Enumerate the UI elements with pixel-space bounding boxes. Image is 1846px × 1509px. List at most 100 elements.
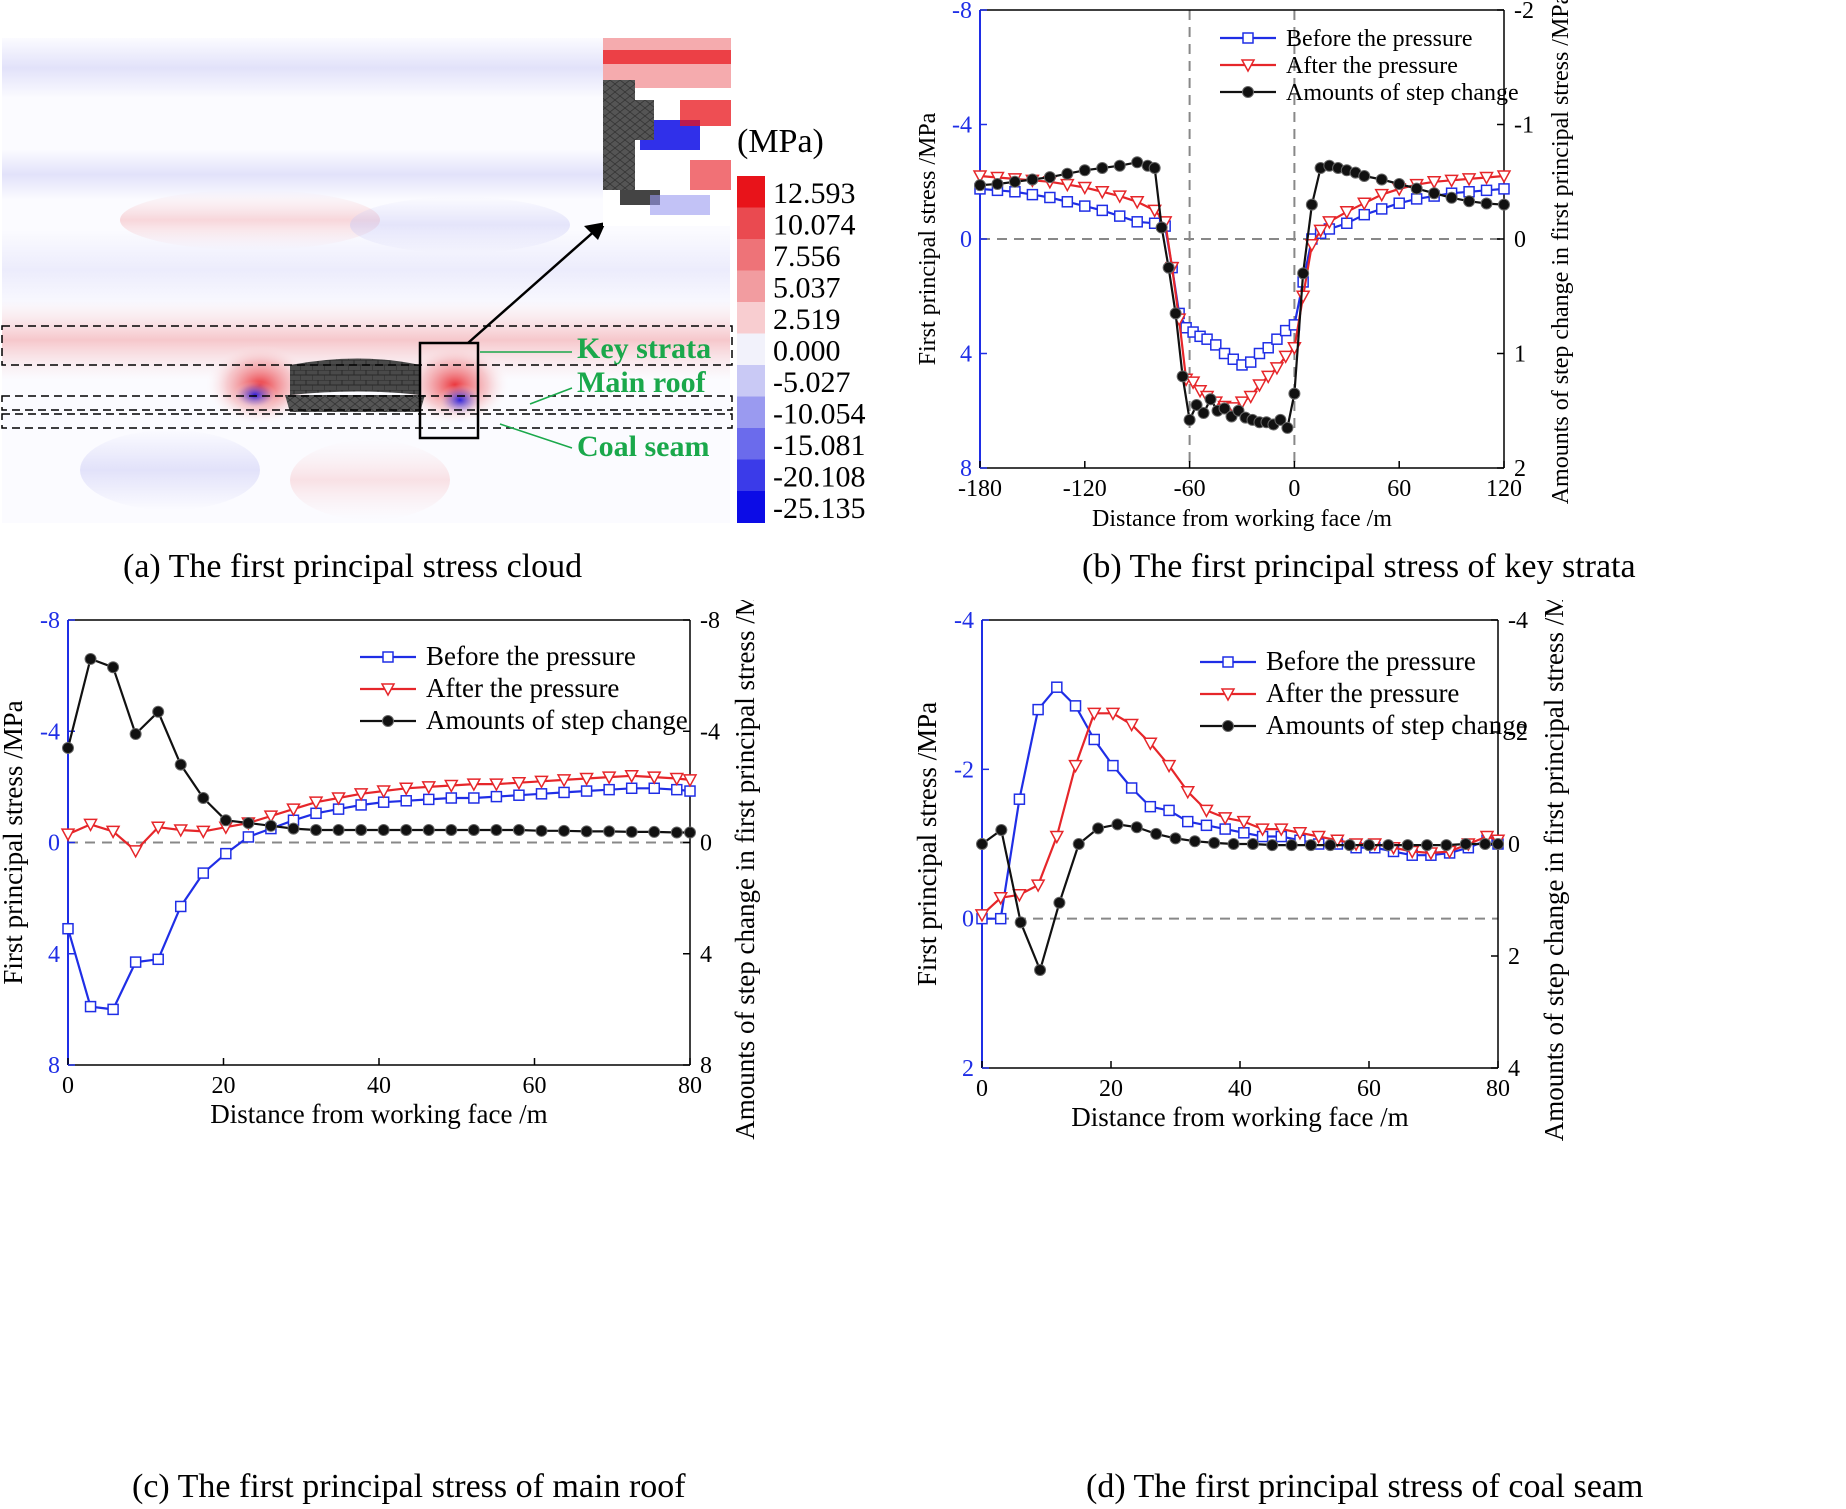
triangle-marker (1278, 350, 1293, 364)
circle-marker (684, 826, 696, 839)
circle-marker (1480, 197, 1493, 210)
square-marker (535, 788, 548, 800)
square-marker (1410, 193, 1423, 205)
triangle-marker (1147, 204, 1162, 218)
x-tick-label: -120 (1063, 476, 1107, 502)
circle-marker (1288, 387, 1301, 400)
circle-marker (1375, 173, 1388, 186)
legend-label: After the pressure (1286, 53, 1458, 79)
triangle-marker (534, 775, 549, 789)
x-tick-label: 20 (1099, 1076, 1123, 1102)
circle-marker (152, 705, 165, 718)
y-tick-label: 8 (48, 1053, 60, 1079)
circle-marker (1421, 839, 1434, 852)
triangle-marker (1295, 290, 1311, 304)
series-line (981, 823, 1498, 972)
triangle-marker (60, 828, 76, 842)
square-marker (1107, 759, 1119, 772)
y-tick-label: 2 (962, 1056, 974, 1082)
zoom-arrow (467, 227, 599, 344)
legend-swatch (737, 459, 765, 492)
circle-marker (1113, 159, 1126, 172)
circle-marker (1358, 170, 1371, 183)
legend-label: Before the pressure (1286, 26, 1473, 52)
chart-main-roof: 0 20 40 60 80 -8 -4 0 4 8 -8 -4 0 4 8 Distance from wor… (0, 565, 900, 1250)
square-marker (1026, 188, 1039, 201)
circle-marker (1492, 838, 1504, 850)
triangle-marker (331, 792, 346, 806)
circle-marker (1190, 399, 1203, 412)
triangle-marker (1496, 170, 1512, 184)
square-marker (1375, 203, 1388, 215)
square-marker (1238, 827, 1250, 839)
y-tick-label: -8 (952, 0, 972, 24)
circle-marker (648, 825, 661, 838)
square-marker (62, 922, 74, 935)
x-tick-label: -60 (1174, 476, 1206, 502)
legend-value: -10.054 (773, 397, 866, 430)
triangle-marker (1269, 362, 1285, 376)
triangle-marker (972, 170, 988, 184)
coal-seam-label: Coal seam (577, 430, 709, 463)
caption-b: (b) The first principal stress of key st… (1082, 548, 1636, 585)
circle-marker (1162, 261, 1175, 274)
y2-tick-label: 0 (1514, 227, 1526, 253)
legend-value: 7.556 (773, 240, 841, 273)
circle-marker (1026, 173, 1039, 186)
square-marker (558, 786, 570, 799)
square-marker (603, 783, 615, 796)
circle-marker (1498, 198, 1510, 211)
circle-marker (1092, 822, 1105, 835)
legend-swatch (737, 270, 765, 303)
y2-tick-label: 0 (700, 831, 712, 857)
square-marker (1079, 200, 1091, 212)
circle-marker (1150, 827, 1163, 840)
triangle-marker (263, 810, 279, 824)
y-tick-label: 4 (960, 342, 972, 368)
x-tick-label: 0 (976, 1076, 988, 1102)
x-axis-label: Distance from working face /m (210, 1099, 547, 1129)
y-tick-label: 0 (962, 907, 974, 933)
chart-main-roof-svg: 0 20 40 60 80 -8 -4 0 4 8 -8 -4 0 4 8 Distance from wor… (0, 565, 760, 1139)
y2-tick-label: -2 (1514, 0, 1534, 24)
circle-marker (1227, 838, 1240, 850)
triangle-marker (974, 909, 990, 923)
circle-marker (974, 179, 986, 192)
chart-key-strata-svg: -180 -120 -60 0 60 120 -8 -4 0 4 8 -2 -1 0 1 2 Distance … (915, 0, 1574, 532)
caption-a: (a) The first principal stress cloud (123, 548, 583, 585)
square-marker (377, 796, 390, 808)
legend-label: Amounts of step change (426, 705, 688, 735)
square-marker (1096, 204, 1109, 217)
series-markers (972, 170, 1512, 416)
legend-label: Before the pressure (1266, 646, 1476, 676)
circle-marker (558, 824, 571, 837)
circle-marker (1382, 839, 1395, 852)
circle-marker (310, 823, 323, 836)
square-marker (1009, 186, 1021, 198)
stress-cloud-panel: Key strata Main roof Coal seam (MPa) 12.… (0, 0, 900, 560)
circle-marker (1176, 370, 1189, 383)
triangle-marker (1252, 379, 1267, 393)
triangle-marker (1112, 190, 1127, 204)
legend-swatch (737, 491, 765, 523)
series-line (979, 187, 1505, 366)
series-markers (60, 770, 698, 859)
circle-marker (1218, 402, 1231, 415)
triangle-marker (1274, 823, 1289, 837)
square-marker (1131, 216, 1143, 228)
square-marker (1051, 681, 1063, 693)
triangle-marker (669, 772, 685, 787)
circle-marker (1155, 221, 1168, 234)
square-marker (648, 782, 660, 795)
triangle-marker (466, 778, 482, 792)
series-markers (974, 707, 1506, 923)
square-marker (1262, 342, 1274, 354)
circle-marker (1078, 164, 1091, 177)
square-marker (445, 792, 458, 804)
y-tick-label: -4 (40, 719, 60, 745)
circle-marker (1281, 421, 1294, 434)
triangle-marker (150, 821, 166, 835)
square-marker (1358, 208, 1371, 221)
